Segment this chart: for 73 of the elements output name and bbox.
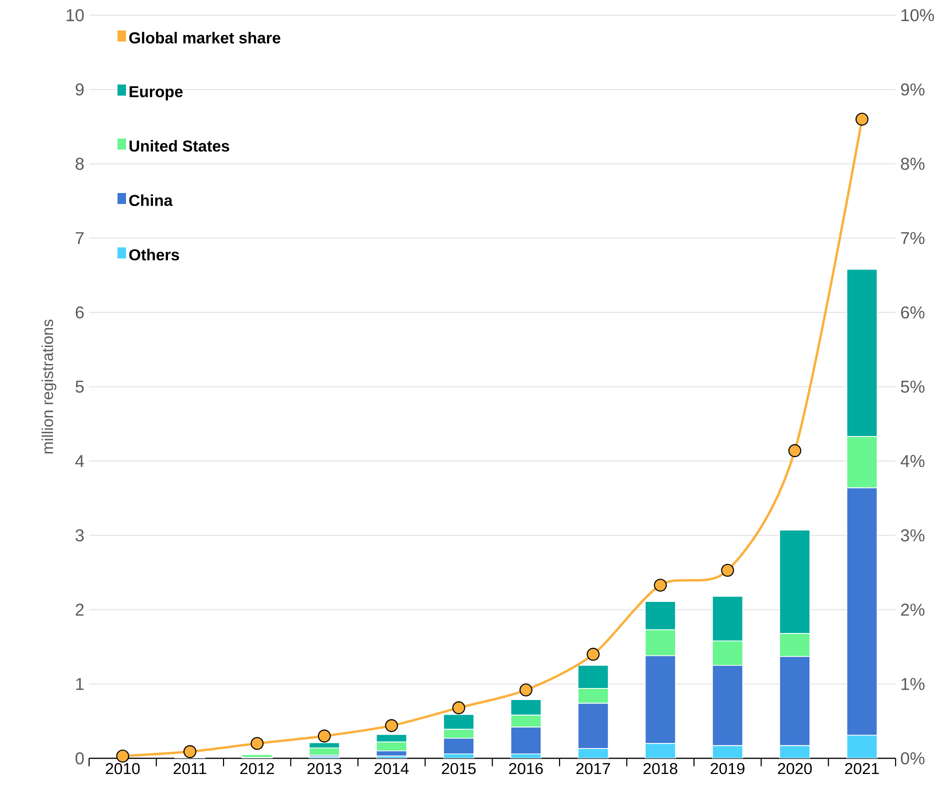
y2-tick-label: 10% bbox=[902, 9, 934, 22]
legend-label: Europe bbox=[130, 86, 183, 100]
point bbox=[788, 444, 802, 458]
bar bbox=[510, 726, 542, 754]
y-tick-label: 4 bbox=[75, 455, 84, 467]
bar bbox=[510, 714, 542, 728]
y-tick-label: 3 bbox=[76, 529, 84, 542]
y-tick-label: 7 bbox=[76, 232, 84, 244]
x-tick-label: 2018 bbox=[644, 763, 678, 774]
bar bbox=[644, 601, 676, 630]
y2-tick-label: 0% bbox=[900, 752, 924, 764]
point bbox=[856, 112, 868, 126]
point bbox=[116, 750, 130, 763]
y2-tick-label: 9% bbox=[901, 83, 924, 96]
x-tick-label: 2016 bbox=[509, 763, 543, 774]
y-tick-label: 0 bbox=[76, 752, 84, 764]
y2-tick-label: 8% bbox=[901, 158, 924, 170]
y2-tick-label: 3% bbox=[900, 529, 924, 542]
x-tick-label: 2021 bbox=[845, 763, 879, 774]
point bbox=[183, 745, 196, 758]
x-tick-label: 2011 bbox=[174, 763, 206, 774]
bar bbox=[779, 656, 810, 746]
point bbox=[721, 564, 734, 577]
legend-label: Global market share bbox=[129, 32, 280, 44]
y-tick-label: 6 bbox=[76, 306, 84, 319]
bar bbox=[644, 629, 676, 656]
y2-tick-label: 4% bbox=[900, 455, 924, 468]
x-tick-label: 2013 bbox=[308, 763, 342, 774]
y2-tick-label: 1% bbox=[902, 678, 924, 690]
x-tick-label: 2020 bbox=[778, 763, 812, 774]
x-tick-label: 2019 bbox=[710, 763, 744, 774]
legend-label: United States bbox=[130, 140, 230, 152]
y-tick-label: 1 bbox=[76, 678, 84, 690]
y2-tick-label: 5% bbox=[900, 380, 924, 393]
point bbox=[452, 701, 466, 714]
bar bbox=[644, 655, 676, 744]
point bbox=[385, 719, 398, 732]
bar bbox=[846, 487, 878, 736]
legend-label: Others bbox=[129, 248, 180, 260]
y-tick-label: 10 bbox=[66, 9, 84, 22]
bar bbox=[712, 596, 744, 642]
y2-tick-label: 7% bbox=[901, 232, 924, 244]
bar bbox=[578, 665, 609, 689]
bar bbox=[443, 728, 474, 739]
y2-tick-label: 2% bbox=[901, 604, 924, 616]
bar bbox=[510, 699, 542, 716]
point bbox=[654, 578, 667, 592]
bar bbox=[779, 530, 810, 634]
x-tick-label: 2017 bbox=[576, 763, 610, 774]
bar bbox=[846, 436, 878, 488]
bar bbox=[443, 714, 474, 730]
x-tick-label: 2015 bbox=[442, 763, 476, 774]
y2-tick-label: 6% bbox=[901, 306, 924, 319]
y-tick-label: 5 bbox=[76, 380, 84, 393]
bar bbox=[712, 640, 744, 666]
bar bbox=[443, 738, 474, 754]
y-tick-label: 9 bbox=[76, 83, 84, 96]
bar bbox=[712, 665, 744, 746]
point bbox=[250, 737, 264, 750]
x-tick-label: 2012 bbox=[240, 763, 274, 774]
y-axis-title: million registrations bbox=[42, 320, 56, 454]
x-tick-label: 2014 bbox=[374, 763, 409, 774]
bar bbox=[779, 633, 810, 657]
legend-label: China bbox=[129, 194, 173, 206]
y-tick-label: 2 bbox=[76, 604, 84, 616]
bar bbox=[846, 268, 878, 437]
bar bbox=[578, 688, 609, 704]
x-tick-label: 2010 bbox=[106, 763, 140, 774]
point bbox=[586, 648, 600, 661]
point bbox=[318, 730, 331, 743]
point bbox=[519, 683, 532, 696]
bar bbox=[578, 702, 609, 750]
y-tick-label: 8 bbox=[76, 158, 84, 170]
